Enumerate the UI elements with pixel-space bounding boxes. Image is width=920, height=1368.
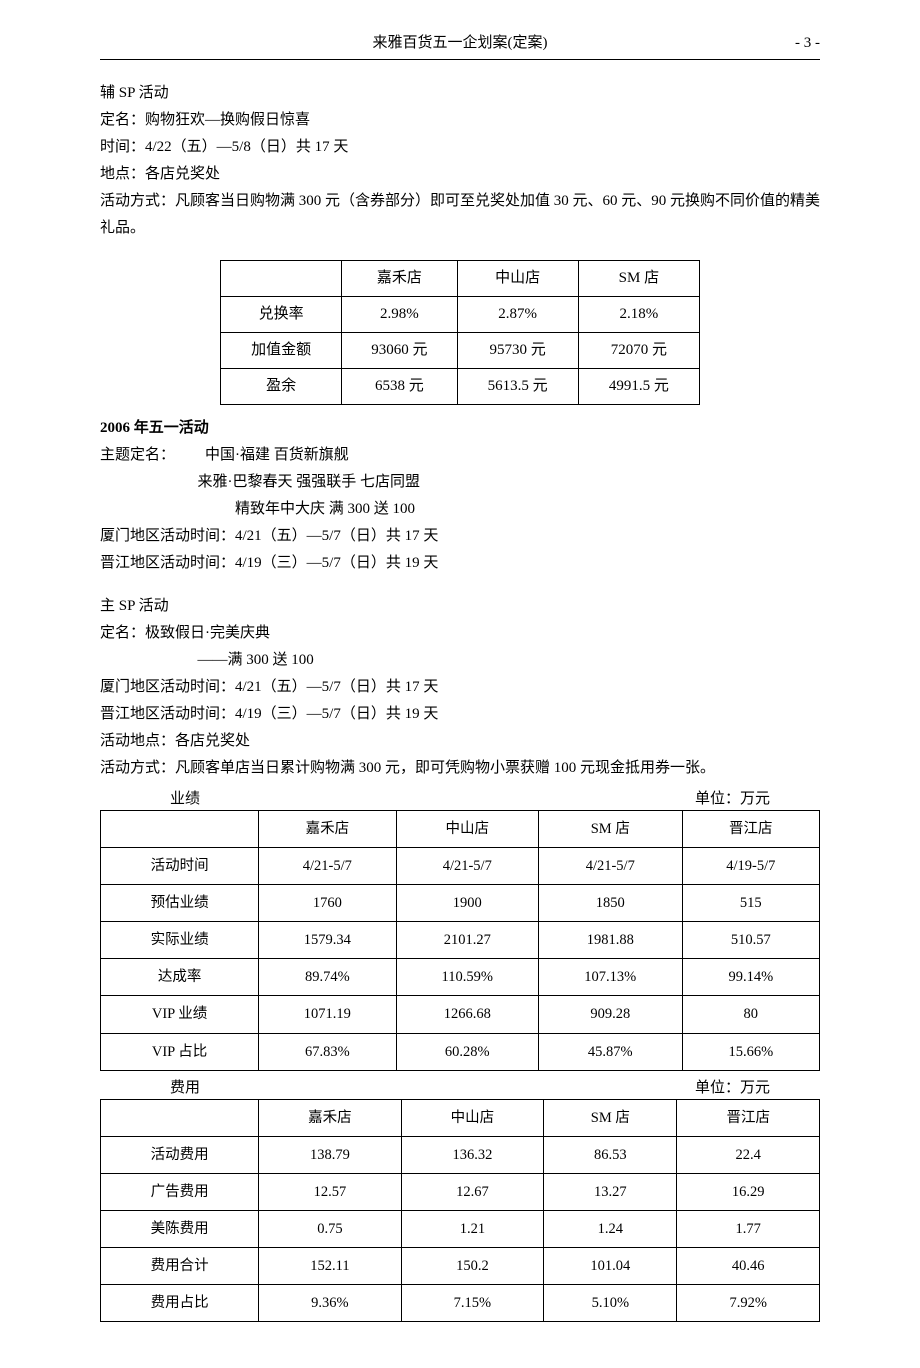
table-row: VIP 业绩1071.191266.68909.2880 xyxy=(101,996,820,1033)
table-row: 兑换率 2.98% 2.87% 2.18% xyxy=(221,297,700,333)
table-header: SM 店 xyxy=(578,261,699,297)
performance-table-wrap: 业绩 单位：万元 嘉禾店 中山店 SM 店 晋江店 活动时间4/21-5/74/… xyxy=(100,810,820,1071)
theme-line3: 精致年中大庆 满 300 送 100 xyxy=(100,496,820,523)
table-header xyxy=(221,261,342,297)
cost-unit: 单位：万元 xyxy=(695,1075,770,1102)
exchange-table: 嘉禾店 中山店 SM 店 兑换率 2.98% 2.87% 2.18% 加值金额 … xyxy=(220,260,700,405)
fu-sp-place: 地点：各店兑奖处 xyxy=(100,161,820,188)
zhu-place: 活动地点：各店兑奖处 xyxy=(100,728,820,755)
table-header: 中山店 xyxy=(457,261,578,297)
cost-label: 费用 xyxy=(170,1075,200,1102)
table-row: 嘉禾店 中山店 SM 店 晋江店 xyxy=(101,811,820,848)
table-row: 嘉禾店 中山店 SM 店 xyxy=(221,261,700,297)
table-row: 加值金额 93060 元 95730 元 72070 元 xyxy=(221,333,700,369)
page-header: 来雅百货五一企划案(定案) - 3 - xyxy=(100,30,820,60)
table-row: VIP 占比67.83%60.28%45.87%15.66% xyxy=(101,1033,820,1070)
zhu-sp-heading: 主 SP 活动 xyxy=(100,593,820,620)
perf-label: 业绩 xyxy=(170,786,200,813)
perf-unit: 单位：万元 xyxy=(695,786,770,813)
table-row: 实际业绩1579.342101.271981.88510.57 xyxy=(101,922,820,959)
performance-table: 嘉禾店 中山店 SM 店 晋江店 活动时间4/21-5/74/21-5/74/2… xyxy=(100,810,820,1071)
y2006-heading: 2006 年五一活动 xyxy=(100,415,820,442)
zhu-sp-name: 定名：极致假日·完美庆典 xyxy=(100,620,820,647)
fu-sp-heading: 辅 SP 活动 xyxy=(100,80,820,107)
fu-sp-name: 定名：购物狂欢—换购假日惊喜 xyxy=(100,107,820,134)
fu-sp-method: 活动方式：凡顾客当日购物满 300 元（含券部分）即可至兑奖处加值 30 元、6… xyxy=(100,188,820,242)
cost-table-wrap: 费用 单位：万元 嘉禾店 中山店 SM 店 晋江店 活动费用138.79136.… xyxy=(100,1099,820,1323)
zhu-jj-time: 晋江地区活动时间：4/19（三）—5/7（日）共 19 天 xyxy=(100,701,820,728)
table-row: 达成率89.74%110.59%107.13%99.14% xyxy=(101,959,820,996)
zhu-method: 活动方式：凡顾客单店当日累计购物满 300 元，即可凭购物小票获赠 100 元现… xyxy=(100,755,820,782)
fu-sp-time: 时间：4/22（五）—5/8（日）共 17 天 xyxy=(100,134,820,161)
table-row: 费用占比9.36%7.15%5.10%7.92% xyxy=(101,1285,820,1322)
header-title: 来雅百货五一企划案(定案) xyxy=(373,30,548,57)
theme-line2: 来雅·巴黎春天 强强联手 七店同盟 xyxy=(100,469,820,496)
table-header: 嘉禾店 xyxy=(342,261,457,297)
table-row: 盈余 6538 元 5613.5 元 4991.5 元 xyxy=(221,369,700,405)
table-row: 预估业绩176019001850515 xyxy=(101,885,820,922)
table-row: 嘉禾店 中山店 SM 店 晋江店 xyxy=(101,1099,820,1136)
header-page-number: - 3 - xyxy=(795,30,820,57)
zhu-sp-sub: ——满 300 送 100 xyxy=(100,647,820,674)
xm-time: 厦门地区活动时间：4/21（五）—5/7（日）共 17 天 xyxy=(100,523,820,550)
table-row: 美陈费用0.751.211.241.77 xyxy=(101,1210,820,1247)
table-row: 费用合计152.11150.2101.0440.46 xyxy=(101,1248,820,1285)
table-row: 活动费用138.79136.3286.5322.4 xyxy=(101,1136,820,1173)
zhu-xm-time: 厦门地区活动时间：4/21（五）—5/7（日）共 17 天 xyxy=(100,674,820,701)
theme-line1: 主题定名： 中国·福建 百货新旗舰 xyxy=(100,442,820,469)
jj-time: 晋江地区活动时间：4/19（三）—5/7（日）共 19 天 xyxy=(100,550,820,577)
cost-table: 嘉禾店 中山店 SM 店 晋江店 活动费用138.79136.3286.5322… xyxy=(100,1099,820,1323)
table-row: 活动时间4/21-5/74/21-5/74/21-5/74/19-5/7 xyxy=(101,848,820,885)
table-row: 广告费用12.5712.6713.2716.29 xyxy=(101,1173,820,1210)
